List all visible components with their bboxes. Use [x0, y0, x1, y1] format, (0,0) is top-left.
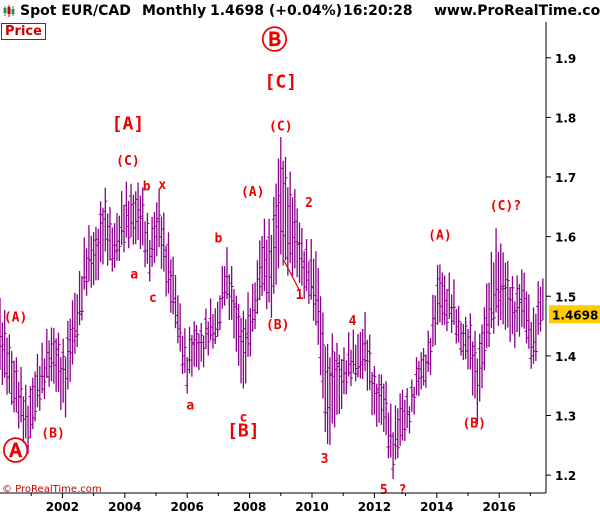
wave-label: [C]: [265, 72, 298, 93]
wave-label: c: [149, 291, 157, 306]
wave-label: b: [143, 180, 151, 195]
wave-label: 5: [380, 483, 388, 498]
x-tick-label: 2014: [420, 500, 453, 514]
wave-line: [283, 260, 301, 291]
site-link[interactable]: www.ProRealTime.com: [434, 3, 600, 19]
y-tick-label: 1.7: [555, 171, 576, 185]
last-price-label: 1.4698: [552, 308, 598, 322]
wave-label: (A): [428, 229, 451, 244]
wave-label: a: [186, 399, 194, 414]
wave-label: 4: [349, 314, 357, 329]
x-tick-label: 2002: [46, 500, 79, 514]
y-tick-label: 1.8: [555, 111, 576, 125]
wave-annotations: ⒶⒷ(A)(B)[A](C)b xacabc[B](A)(B)[C](C)2134…: [3, 25, 522, 498]
x-tick-label: 2004: [108, 500, 141, 514]
wave-label: (C)?: [490, 199, 521, 214]
chart-header: Spot EUR/CAD Monthly 1.4698 (+0.04%) 16:…: [0, 0, 600, 22]
y-tick-label: 1.4: [555, 350, 576, 364]
y-tick-label: 1.2: [555, 469, 576, 483]
last-price-box: [549, 305, 600, 324]
x-tick-label: 2008: [233, 500, 266, 514]
ohlc-bars: [0, 137, 544, 480]
x-tick-label: 2012: [358, 500, 391, 514]
wave-label: (C): [269, 120, 292, 135]
wave-lines: [283, 260, 301, 291]
x-tick-label: 2010: [295, 500, 328, 514]
period-label[interactable]: Monthly: [142, 3, 207, 19]
price-tab[interactable]: Price: [1, 23, 46, 40]
wave-label: (B): [41, 427, 64, 442]
axes: 1.2 1.3 1.4 1.5 1.6 1.7 1.8 1.9 2002 2004 2006 2008…: [0, 22, 600, 514]
wave-label: Ⓐ: [3, 436, 29, 467]
y-tick-label: 1.5: [555, 290, 576, 304]
wave-label: c: [239, 410, 247, 425]
wave-label: (A): [241, 185, 264, 200]
wave-label: 2: [305, 196, 313, 211]
wave-label: x: [158, 178, 166, 193]
clock-time: 16:20:28: [343, 3, 413, 19]
wave-label: Ⓑ: [262, 25, 288, 56]
wave-label: b: [214, 232, 222, 247]
instrument-name: Spot EUR/CAD: [20, 3, 131, 19]
quote-value: 1.4698 (+0.04%): [210, 3, 342, 19]
y-tick-label: 1.9: [555, 52, 576, 66]
wave-label: [A]: [112, 113, 145, 134]
candlestick-icon: [3, 5, 15, 17]
x-tick-label: 2006: [170, 500, 203, 514]
x-tick-label: 2016: [482, 500, 515, 514]
wave-label: (A): [4, 310, 27, 325]
wave-label: 1: [296, 288, 304, 303]
wave-label: 3: [321, 452, 329, 467]
y-tick-label: 1.6: [555, 231, 576, 245]
wave-label: (B): [266, 318, 289, 333]
wave-label: ?: [399, 483, 407, 498]
wave-label: a: [130, 267, 138, 282]
wave-label: (B): [462, 416, 485, 431]
copyright-text: © ProRealTime.com: [2, 484, 102, 495]
wave-label: (C): [116, 154, 139, 169]
y-tick-label: 1.3: [555, 409, 576, 423]
wave-label: [B]: [227, 420, 260, 441]
